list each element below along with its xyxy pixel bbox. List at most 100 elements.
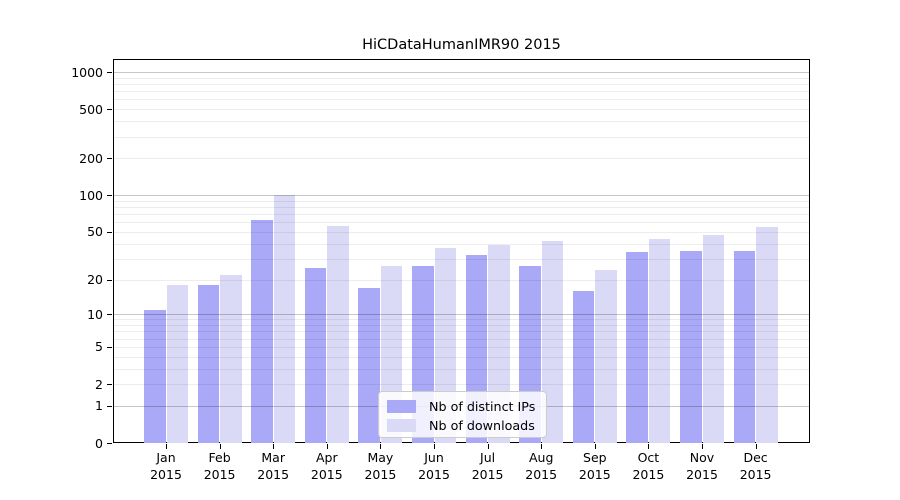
- major-gridline-100: [114, 195, 810, 197]
- y-tick-1000: [107, 72, 112, 73]
- x-tick-aug: [541, 444, 543, 449]
- legend-item-downloads: Nb of downloads: [387, 416, 538, 435]
- bar-oct-downloads: [648, 238, 671, 443]
- x-tick-label-mar: Mar 2015: [257, 450, 290, 482]
- bar-aug-downloads: [541, 241, 564, 443]
- x-tick-sep: [594, 444, 596, 449]
- y-tick-label-5: 5: [95, 339, 103, 355]
- bar-apr-downloads: [327, 225, 349, 443]
- bar-sep-downloads: [595, 270, 617, 443]
- x-tick-nov: [702, 444, 703, 449]
- minor-gridline-5: [114, 346, 810, 348]
- x-tick-label-oct: Oct 2015: [632, 450, 665, 482]
- x-tick-label-jul: Jul 2015: [471, 450, 504, 482]
- y-tick-label-10: 10: [87, 306, 103, 322]
- x-tick-label-feb: Feb 2015: [203, 450, 236, 482]
- y-tick-label-500: 500: [79, 101, 103, 117]
- y-tick-1: [107, 405, 112, 407]
- minor-gridline-8: [114, 325, 810, 326]
- x-tick-label-dec: Dec 2015: [739, 450, 772, 482]
- x-tick-feb: [219, 444, 221, 449]
- x-tick-may: [380, 444, 382, 449]
- bar-sep-distinct-ips: [572, 290, 595, 443]
- bar-dec-downloads: [756, 226, 778, 443]
- legend-swatch-distinct-ips: [387, 400, 416, 413]
- y-tick-label-50: 50: [87, 224, 103, 240]
- y-tick-label-200: 200: [79, 150, 103, 166]
- x-tick-jun: [434, 444, 435, 449]
- minor-gridline-600: [114, 99, 810, 101]
- bar-mar-downloads: [273, 195, 296, 443]
- legend-swatch-downloads: [387, 419, 416, 432]
- x-tick-label-aug: Aug 2015: [525, 450, 558, 482]
- major-gridline-1000: [114, 72, 810, 73]
- minor-gridline-50: [114, 231, 810, 233]
- y-tick-label-20: 20: [87, 272, 103, 287]
- minor-gridline-7: [114, 331, 810, 333]
- x-tick-apr: [326, 444, 328, 449]
- minor-gridline-30: [114, 258, 810, 260]
- bar-feb-distinct-ips: [197, 284, 220, 443]
- minor-gridline-200: [114, 158, 810, 160]
- y-tick-label-1000: 1000: [71, 64, 103, 80]
- x-tick-jul: [487, 444, 489, 449]
- legend-item-distinct-ips: Nb of distinct IPs: [387, 397, 538, 416]
- bar-jan-downloads: [166, 284, 188, 443]
- x-tick-dec: [755, 444, 757, 449]
- y-tick-10: [107, 314, 112, 316]
- minor-gridline-6: [114, 338, 810, 340]
- y-tick-5: [107, 346, 112, 348]
- minor-gridline-20: [114, 279, 810, 281]
- bar-may-distinct-ips: [358, 287, 380, 443]
- minor-gridline-2: [114, 384, 810, 385]
- legend-label-distinct-ips: Nb of distinct IPs: [429, 399, 536, 414]
- minor-gridline-300: [114, 136, 810, 138]
- y-tick-0: [107, 443, 112, 444]
- minor-gridline-800: [114, 83, 810, 85]
- x-tick-oct: [648, 444, 650, 449]
- y-tick-500: [107, 109, 112, 111]
- legend-label-downloads: Nb of downloads: [429, 418, 535, 433]
- minor-gridline-70: [114, 214, 810, 216]
- y-tick-label-0: 0: [95, 435, 103, 451]
- minor-gridline-400: [114, 121, 810, 123]
- bar-apr-distinct-ips: [304, 268, 327, 443]
- minor-gridline-900: [114, 77, 810, 79]
- chart-title: HiCDataHumanIMR90 2015: [362, 37, 561, 53]
- x-tick-jan: [166, 444, 167, 449]
- x-tick-mar: [273, 444, 275, 449]
- x-tick-label-sep: Sep 2015: [578, 450, 611, 482]
- bar-jan-distinct-ips: [144, 309, 166, 443]
- minor-gridline-80: [114, 207, 810, 209]
- bar-mar-distinct-ips: [251, 219, 273, 443]
- y-tick-50: [107, 231, 112, 233]
- bar-oct-distinct-ips: [626, 252, 648, 443]
- minor-gridline-90: [114, 200, 810, 202]
- minor-gridline-700: [114, 91, 810, 93]
- major-gridline-10: [114, 314, 810, 316]
- y-tick-label-1: 1: [95, 398, 103, 414]
- bar-nov-downloads: [702, 235, 724, 443]
- x-tick-label-may: May 2015: [364, 450, 397, 482]
- y-tick-100: [107, 195, 112, 197]
- legend: Nb of distinct IPs Nb of downloads: [378, 391, 547, 438]
- x-tick-label-apr: Apr 2015: [310, 450, 343, 482]
- minor-gridline-9: [114, 319, 810, 321]
- minor-gridline-3: [114, 368, 810, 370]
- y-tick-label-2: 2: [95, 376, 103, 392]
- bar-feb-downloads: [220, 274, 242, 443]
- minor-gridline-500: [114, 109, 810, 111]
- minor-gridline-4: [114, 356, 810, 358]
- bar-dec-distinct-ips: [733, 250, 756, 443]
- x-tick-label-jun: Jun 2015: [418, 450, 450, 482]
- y-tick-20: [107, 279, 112, 281]
- minor-gridline-40: [114, 243, 810, 245]
- y-tick-label-100: 100: [79, 187, 103, 203]
- bar-nov-distinct-ips: [680, 250, 702, 443]
- minor-gridline-60: [114, 222, 810, 224]
- x-tick-label-jan: Jan 2015: [150, 450, 182, 482]
- y-tick-200: [107, 158, 112, 160]
- y-tick-2: [107, 384, 112, 385]
- x-tick-label-nov: Nov 2015: [686, 450, 718, 482]
